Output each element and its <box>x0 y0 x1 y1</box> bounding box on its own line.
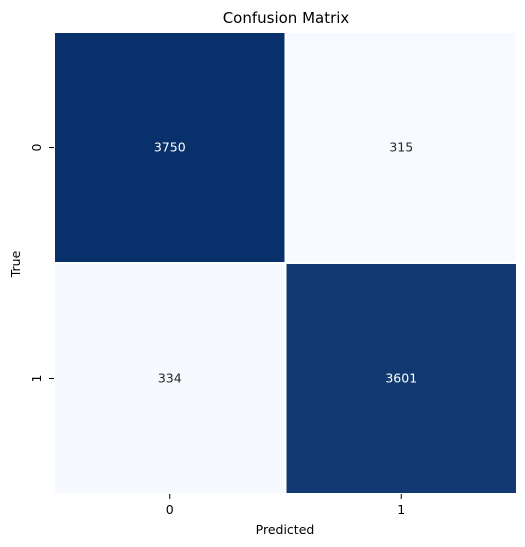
heatmap-cell-1-1 <box>284 262 518 495</box>
x-tick-label-1: 1 <box>397 502 405 517</box>
heatmap-cell-0-1 <box>284 31 518 264</box>
x-axis-label: Predicted <box>256 522 315 537</box>
cell-value-1-0: 334 <box>158 371 182 386</box>
axis-ticks: 0 1 0 1 <box>29 143 405 517</box>
heatmap-cell-1-0 <box>53 262 287 495</box>
y-tick-label-0: 0 <box>29 143 44 151</box>
heatmap-cell-0-0 <box>53 31 287 264</box>
cell-value-0-1: 315 <box>389 140 413 155</box>
y-tick-label-1: 1 <box>29 375 44 383</box>
cell-value-0-0: 3750 <box>154 140 186 155</box>
x-tick-label-0: 0 <box>166 502 174 517</box>
cell-value-1-1: 3601 <box>385 371 417 386</box>
heatmap-cells: 3750 315 334 3601 <box>53 31 518 495</box>
chart-title: Confusion Matrix <box>223 9 350 27</box>
y-axis-label: True <box>8 250 23 278</box>
